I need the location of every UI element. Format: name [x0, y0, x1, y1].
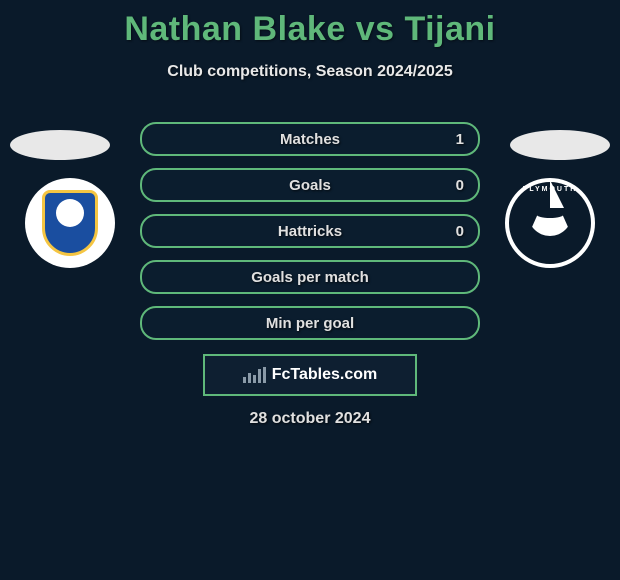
stat-label: Goals per match	[251, 269, 369, 286]
subtitle: Club competitions, Season 2024/2025	[0, 63, 620, 81]
stat-row-matches: Matches 1	[140, 122, 480, 156]
chart-icon	[243, 367, 266, 383]
page-title: Nathan Blake vs Tijani	[0, 0, 620, 49]
brand-box[interactable]: FcTables.com	[203, 354, 417, 396]
date-text: 28 october 2024	[0, 410, 620, 428]
stat-value: 0	[456, 223, 464, 240]
stats-list: Matches 1 Goals 0 Hattricks 0 Goals per …	[140, 122, 480, 352]
stat-row-goals: Goals 0	[140, 168, 480, 202]
brand-text: FcTables.com	[272, 366, 378, 384]
stat-label: Matches	[280, 131, 340, 148]
stat-value: 1	[456, 131, 464, 148]
stat-label: Goals	[289, 177, 331, 194]
plymouth-badge-graphic: PLYMOUTH	[509, 182, 591, 264]
stat-row-min-per-goal: Min per goal	[140, 306, 480, 340]
club-badge-left	[25, 178, 115, 268]
leeds-badge-graphic	[25, 178, 115, 268]
stat-label: Min per goal	[266, 315, 354, 332]
flag-right	[510, 130, 610, 160]
stat-row-goals-per-match: Goals per match	[140, 260, 480, 294]
stat-label: Hattricks	[278, 223, 342, 240]
club-badge-right: PLYMOUTH	[505, 178, 595, 268]
stat-value: 0	[456, 177, 464, 194]
flag-left	[10, 130, 110, 160]
stat-row-hattricks: Hattricks 0	[140, 214, 480, 248]
